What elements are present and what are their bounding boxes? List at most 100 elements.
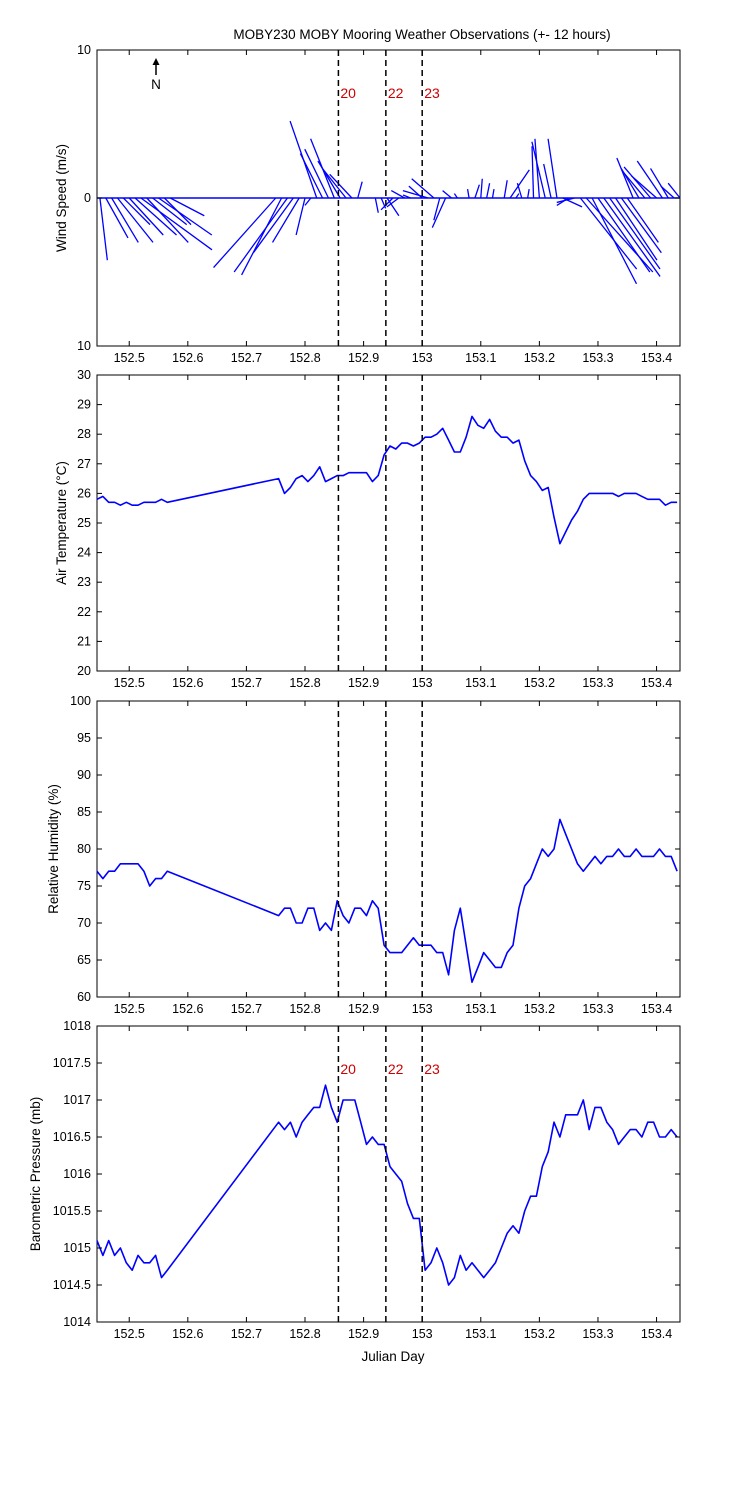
x-tick-label: 152.9 (348, 1327, 379, 1341)
y-tick-label: 0 (84, 191, 91, 205)
y-tick-label: 1016 (63, 1167, 91, 1181)
y-axis-label-relative-humidity: Relative Humidity (%) (46, 784, 61, 914)
wind-stick (99, 197, 108, 261)
wind-stick (636, 160, 663, 199)
event-marker-label: 23 (424, 85, 440, 101)
panel-wind: 152.5 152.6 152.7 152.8 152.9 153 153.1 153.2 15… (54, 43, 681, 365)
wind-stick (241, 197, 283, 276)
x-tick-label: 152.6 (172, 1327, 203, 1341)
wind-stick (509, 169, 530, 199)
y-tick-label: 70 (77, 916, 91, 930)
y-tick-label: 29 (77, 398, 91, 412)
x-tick-label: 153.3 (582, 1327, 613, 1341)
wind-stick (597, 197, 651, 273)
y-tick-label: 80 (77, 842, 91, 856)
y-tick-label: 60 (77, 990, 91, 1004)
y-tick-label: 1018 (63, 1019, 91, 1033)
wind-sticks (97, 120, 681, 285)
y-tick-label: 21 (77, 634, 91, 648)
x-tick-label: 152.8 (289, 676, 320, 690)
y-tick-label: 90 (77, 768, 91, 782)
wind-stick (503, 180, 508, 199)
x-tick-label: 152.6 (172, 351, 203, 365)
y-ticks-barometric-pressure: 1014 1014.5 1015 1015.5 1016 1016.5 1017 1017.5… (53, 1019, 680, 1329)
wind-stick (579, 197, 638, 270)
wind-stick (402, 194, 411, 199)
y-tick-label: 24 (77, 546, 91, 560)
wind-stick (304, 148, 330, 199)
event-marker-label: 22 (388, 85, 404, 101)
wind-stick (411, 178, 435, 199)
x-tick-label: 153.1 (465, 351, 496, 365)
wind-stick (111, 197, 139, 243)
x-tick-label: 153.2 (524, 676, 555, 690)
y-ticks-wind: 10 0 10 (77, 43, 680, 353)
wind-stick (329, 173, 353, 199)
wind-stick (442, 190, 452, 199)
y-tick-label: 100 (70, 694, 91, 708)
wind-stick (609, 197, 661, 270)
wind-stick (531, 146, 535, 199)
x-tick-label: 152.6 (172, 1002, 203, 1016)
x-tick-label: 153 (412, 351, 433, 365)
wind-stick (616, 157, 634, 199)
x-tick-label: 153.4 (641, 1002, 672, 1016)
wind-stick (299, 153, 324, 199)
x-tick-label: 152.6 (172, 676, 203, 690)
series-line (96, 1084, 678, 1286)
y-tick-label: 1016.5 (53, 1130, 91, 1144)
event-markers-barometric-pressure: 20 22 23 (337, 1026, 440, 1322)
north-arrow-icon: N (151, 58, 161, 92)
wind-stick (531, 141, 546, 199)
x-tick-label: 152.8 (289, 1002, 320, 1016)
wind-stick (116, 197, 154, 243)
wind-stick (453, 193, 458, 199)
x-tick-label: 152.8 (289, 351, 320, 365)
y-tick-label: 26 (77, 486, 91, 500)
x-tick-label: 152.9 (348, 1002, 379, 1016)
y-tick-label: 10 (77, 339, 91, 353)
x-tick-label: 153 (412, 1327, 433, 1341)
axes-box-relative-humidity (96, 700, 681, 998)
wind-stick (660, 185, 675, 199)
series-line (96, 818, 678, 984)
wind-stick (603, 197, 661, 277)
x-tick-label: 153.2 (524, 1327, 555, 1341)
wind-stick (402, 189, 429, 199)
event-marker-label: 23 (424, 1061, 440, 1077)
panel-air-temperature: 152.5 152.6 152.7 152.8 152.9 153 153.1 153.2 15… (54, 368, 681, 690)
wind-stick (431, 197, 447, 228)
x-ticks-barometric-pressure: 152.5 152.6 152.7 152.8 152.9 153 153.1 153.2 15… (114, 1026, 672, 1341)
wind-stick (152, 197, 188, 226)
wind-stick (480, 178, 483, 199)
x-tick-label: 152.7 (231, 676, 262, 690)
wind-stick (649, 168, 669, 199)
wind-stick (122, 197, 151, 226)
y-tick-label: 1015.5 (53, 1204, 91, 1218)
wind-stick (158, 197, 213, 236)
wind-stick (547, 138, 558, 199)
wind-stick (374, 197, 379, 213)
x-ticks-air-temperature: 152.5 152.6 152.7 152.8 152.9 153 153.1 153.2 15… (114, 375, 672, 690)
x-tick-label: 153.1 (465, 676, 496, 690)
y-tick-label: 22 (77, 605, 91, 619)
x-ticks-relative-humidity: 152.5 152.6 152.7 152.8 152.9 153 153.1 153.2 15… (114, 701, 672, 1016)
x-axis-label: Julian Day (361, 1349, 424, 1364)
wind-stick (169, 197, 205, 217)
wind-stick (304, 197, 312, 206)
x-tick-label: 152.7 (231, 1327, 262, 1341)
wind-stick (626, 197, 659, 243)
x-tick-label: 153 (412, 676, 433, 690)
wind-stick (515, 193, 520, 199)
wind-stick (527, 189, 530, 199)
wind-stick (543, 163, 552, 199)
wind-stick (667, 182, 681, 199)
event-marker-label: 20 (340, 1061, 356, 1077)
wind-stick (271, 197, 300, 243)
x-tick-label: 152.5 (114, 676, 145, 690)
wind-stick (321, 167, 347, 199)
wind-stick (622, 170, 646, 199)
y-tick-label: 1015 (63, 1241, 91, 1255)
wind-stick (466, 189, 470, 199)
y-tick-label: 10 (77, 43, 91, 57)
